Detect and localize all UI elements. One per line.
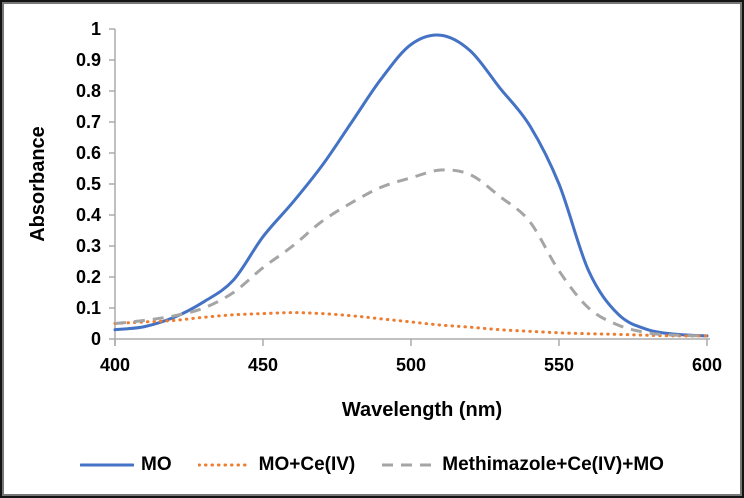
legend-item-mo: MO [80, 454, 172, 476]
axis-lines [114, 29, 710, 346]
series-line-methimazole-ce-iv-mo [114, 168, 708, 338]
axes [109, 28, 710, 346]
y-tick-label: 0.5 [76, 174, 101, 194]
legend-item-methimazole-ce-iv-mo: Methimazole+Ce(IV)+MO [381, 454, 664, 476]
x-tick-label: 450 [248, 355, 278, 375]
legend-label: MO+Ce(IV) [258, 454, 356, 475]
x-tick-label: 550 [544, 355, 574, 375]
y-tick-label: 0.8 [76, 81, 101, 101]
y-tick-label: 0.4 [76, 205, 101, 225]
x-tick-label: 600 [692, 355, 722, 375]
legend-label: Methimazole+Ce(IV)+MO [442, 454, 664, 475]
legend-label: MO [141, 454, 172, 475]
series-line-mo-ce-iv [113, 311, 709, 338]
chart-legend: MO MO+Ce(IV) Methimazole+Ce(IV)+MO [2, 454, 742, 476]
y-tick-label: 0.6 [76, 143, 101, 163]
series-lines [113, 33, 709, 338]
y-tick-label: 0.2 [76, 267, 101, 287]
legend-item-mo-ce-iv: MO+Ce(IV) [197, 454, 356, 476]
y-tick-label: 0.3 [76, 236, 101, 256]
x-tick-label: 400 [100, 355, 130, 375]
y-tick-label: 0.7 [76, 112, 101, 132]
series-line-mo [113, 33, 709, 338]
y-axis-title: Absorbance [27, 126, 49, 242]
y-tick-label: 0 [91, 329, 101, 349]
legend-swatch-solid-line [80, 463, 135, 467]
x-axis-tick-labels: 400 450 500 550 600 [100, 355, 722, 375]
legend-swatch-dotted-line [197, 463, 252, 467]
y-tick-label: 1 [91, 19, 101, 39]
legend-swatch-dashed-line [382, 463, 435, 467]
y-tick-label: 0.1 [76, 298, 101, 318]
y-tick-label: 0.9 [76, 50, 101, 70]
x-axis-title: Wavelength (nm) [342, 399, 502, 421]
x-tick-label: 500 [396, 355, 426, 375]
y-axis-tick-labels: 0 0.1 0.2 0.3 0.4 0.5 0.6 0.7 0.8 0.9 1 [76, 19, 101, 349]
